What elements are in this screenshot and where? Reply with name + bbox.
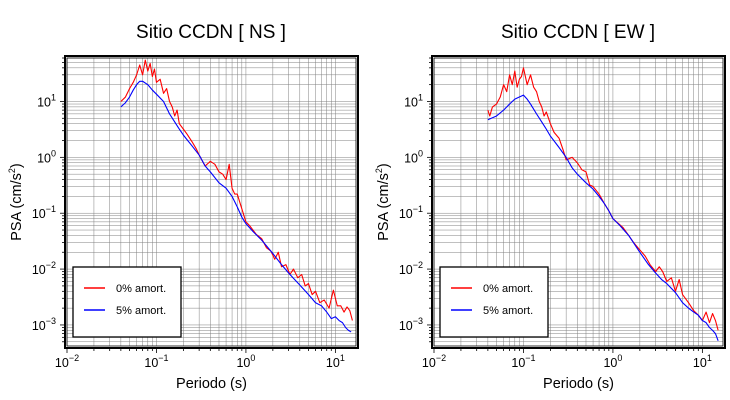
x-tick-label: 10−2 bbox=[422, 353, 446, 370]
chart-panel-ns: 10−2 10−1 100 101 10−3 10−2 10−1 100 101 Sitio CC… bbox=[7, 22, 359, 392]
x-tick-label: 10−2 bbox=[55, 353, 79, 370]
series-line-amort-5 bbox=[487, 94, 719, 342]
legend-label: 0% amort. bbox=[483, 283, 533, 295]
y-tick-label: 10−2 bbox=[32, 260, 56, 277]
x-tick-label: 10−1 bbox=[144, 353, 168, 370]
legend-box bbox=[72, 266, 182, 338]
axes-frame bbox=[64, 55, 359, 349]
y-tick-label: 10−1 bbox=[32, 204, 56, 221]
y-tick-label: 10−3 bbox=[399, 316, 423, 333]
x-axis-label: Periodo (s) bbox=[543, 376, 614, 392]
y-axis-label: PSA (cm/s2) bbox=[7, 163, 25, 241]
legend-label: 5% amort. bbox=[116, 305, 166, 317]
x-tick-label: 100 bbox=[603, 353, 622, 370]
series-line-amort-5 bbox=[120, 80, 352, 333]
axes-inner-frame bbox=[66, 57, 357, 347]
x-tick-label: 101 bbox=[326, 353, 345, 370]
legend-box bbox=[439, 266, 549, 338]
y-tick-label: 10−3 bbox=[32, 316, 56, 333]
axes-frame bbox=[431, 55, 726, 349]
chart-title: Sitio CCDN [ EW ] bbox=[501, 22, 655, 43]
legend: 0% amort. 5% amort. bbox=[439, 266, 549, 338]
series-line-amort-0 bbox=[120, 59, 353, 321]
series-line-amort-0 bbox=[487, 67, 719, 331]
y-tick-label: 101 bbox=[404, 92, 423, 109]
chart-title: Sitio CCDN [ NS ] bbox=[136, 22, 286, 43]
y-tick-label: 10−2 bbox=[399, 260, 423, 277]
x-tick-label: 100 bbox=[236, 353, 255, 370]
x-tick-label: 101 bbox=[693, 353, 712, 370]
y-tick-label: 100 bbox=[37, 148, 56, 165]
y-tick-label: 10−1 bbox=[399, 204, 423, 221]
legend: 0% amort. 5% amort. bbox=[72, 266, 182, 338]
legend-label: 0% amort. bbox=[116, 283, 166, 295]
y-axis-label: PSA (cm/s2) bbox=[374, 163, 392, 241]
chart-panel-ew: 10−2 10−1 100 101 10−3 10−2 10−1 100 101 Sitio CC… bbox=[374, 22, 726, 392]
x-tick-label: 10−1 bbox=[511, 353, 535, 370]
y-tick-label: 101 bbox=[37, 92, 56, 109]
legend-label: 5% amort. bbox=[483, 305, 533, 317]
x-axis-label: Periodo (s) bbox=[176, 376, 247, 392]
axes-inner-frame bbox=[433, 57, 724, 347]
y-tick-label: 100 bbox=[404, 148, 423, 165]
